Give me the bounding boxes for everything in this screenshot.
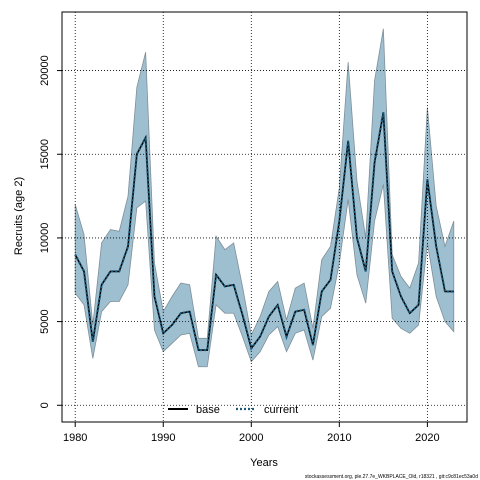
y-tick-label: 15000	[39, 139, 51, 170]
x-tick-label: 1980	[63, 432, 87, 444]
confidence-band	[74, 28, 455, 368]
x-tick-label: 2020	[415, 432, 439, 444]
x-tick-label: 2010	[327, 432, 351, 444]
series-line-layer	[74, 112, 454, 352]
x-tick-label: 2000	[239, 432, 263, 444]
y-tick-label: 0	[39, 402, 51, 408]
plot-frame	[61, 11, 468, 423]
legend: base current	[168, 404, 298, 416]
axis-layer: 1980 1990 2000 2010 2020 0 5000 10000 15000 20000	[39, 55, 440, 444]
y-axis-title: Recruits (age 2)	[13, 177, 25, 255]
legend-label-base: base	[196, 404, 220, 416]
confidence-band-layer	[74, 28, 455, 368]
y-tick-label: 5000	[39, 309, 51, 333]
footer-text: stockassessment.org, ple.27.7e_WKBPLACE_…	[305, 474, 478, 480]
y-tick-label: 20000	[39, 55, 51, 86]
series-line-base	[74, 112, 454, 351]
legend-label-current: current	[264, 404, 298, 416]
x-tick-label: 1990	[151, 432, 175, 444]
y-tick-label: 10000	[39, 223, 51, 254]
x-axis-title: Years	[250, 457, 278, 469]
